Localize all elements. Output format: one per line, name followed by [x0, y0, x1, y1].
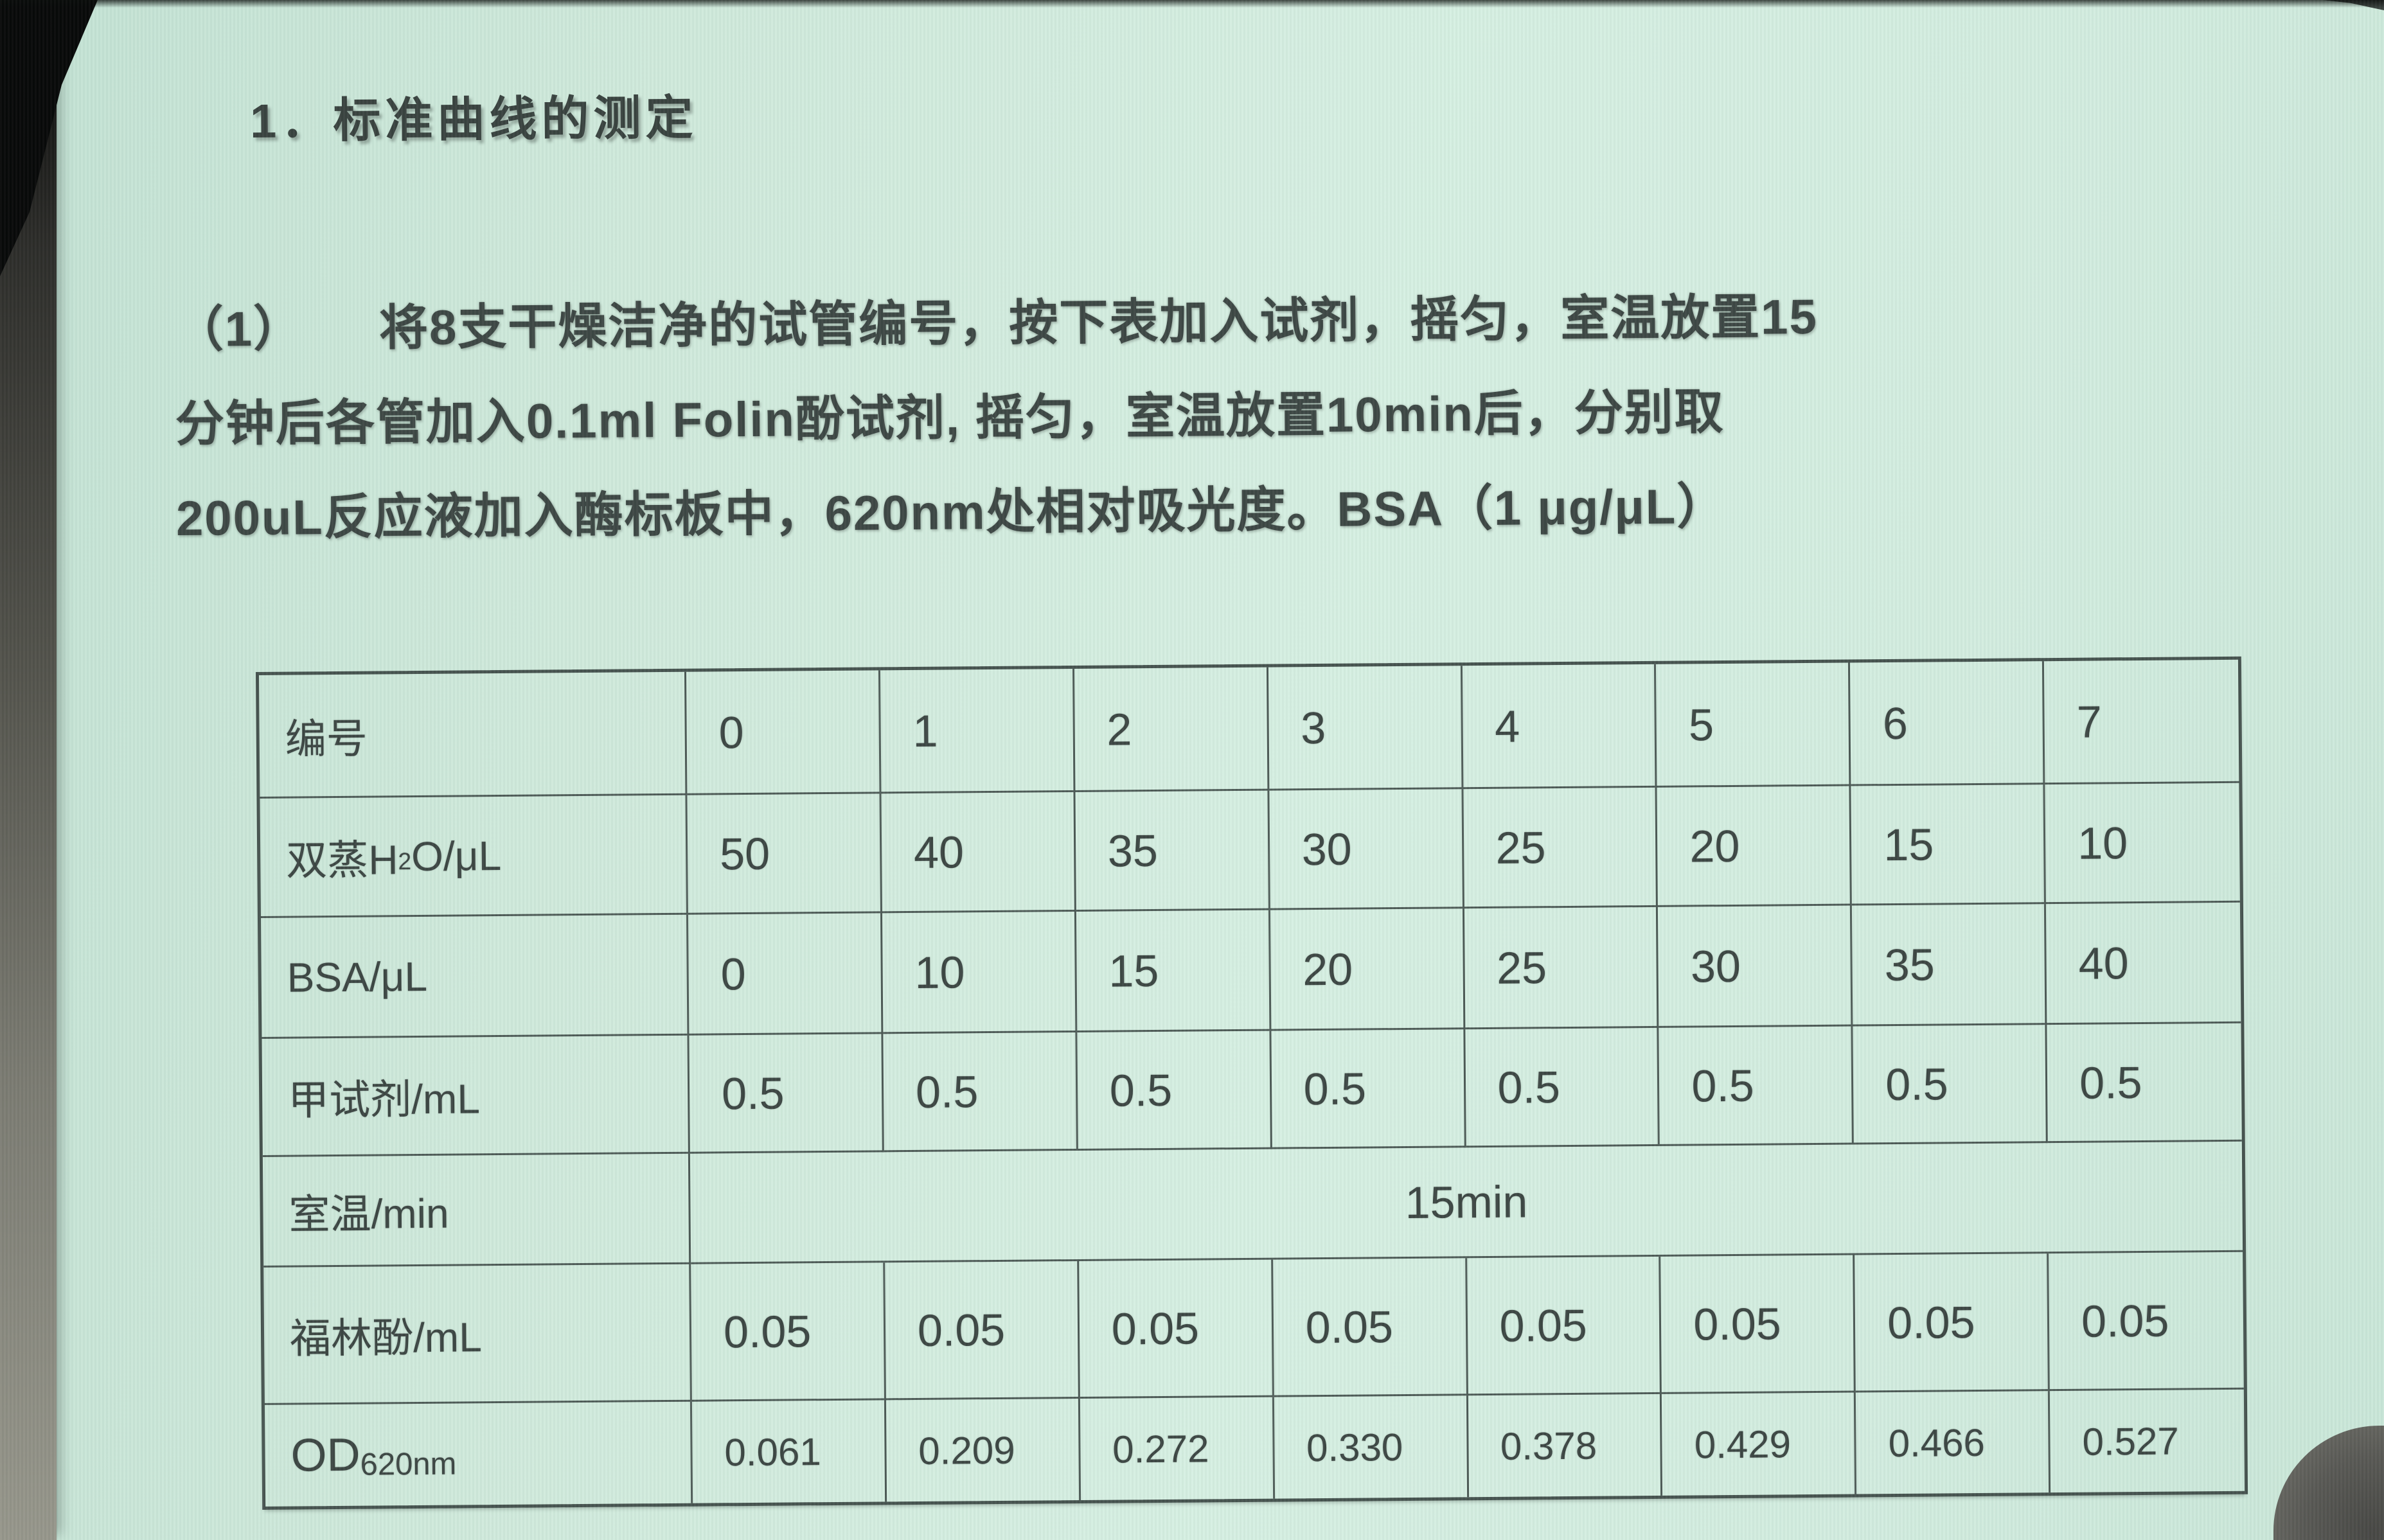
value-cell: 0.5 [1659, 1026, 1855, 1146]
row-label-od620: OD 620nm [264, 1401, 693, 1507]
value-cell: 0.378 [1468, 1394, 1663, 1498]
value-cell: 10 [882, 911, 1078, 1034]
value-cell: 40 [2046, 902, 2241, 1025]
paragraph-line-2: 分钟后各管加入0.1ml Folin酚试剂, 摇匀，室温放置10min后，分别取 [175, 385, 1725, 452]
paragraph-line-3: 200uL反应液加入酶标板中，620nm处相对吸光度。BSA（1 μg/μL） [175, 479, 1727, 546]
value-cell: 30 [1658, 905, 1853, 1028]
value-cell: 0.429 [1662, 1392, 1857, 1496]
header-value-cell: 6 [1850, 661, 2045, 786]
value-cell: 0.5 [1077, 1031, 1272, 1151]
value-cell: 20 [1270, 908, 1465, 1031]
value-cell: 0.05 [1272, 1258, 1468, 1397]
value-cell: 50 [687, 793, 882, 915]
row-label-text: O/μL [411, 832, 502, 880]
merged-value-cell: 15min [689, 1141, 2243, 1264]
row-label-room-temp: 室温/min [262, 1153, 691, 1268]
value-cell: 0.209 [885, 1398, 1081, 1502]
value-cell: 0.527 [2082, 1419, 2179, 1464]
row-label-reagent-a: 甲试剂/mL [262, 1035, 690, 1157]
value-cell: 0.061 [691, 1400, 887, 1503]
row-label-folin: 福林酚/mL [263, 1264, 692, 1405]
row-label-water: 双蒸H 2 O/μL [260, 795, 688, 918]
procedure-paragraph: （1） 将8支干燥洁净的试管编号，按下表加入试剂，摇匀，室温放置15 分钟后各管… [174, 266, 2316, 566]
header-value-cell: 7 [2044, 659, 2239, 785]
value-cell: 0.05 [691, 1262, 886, 1402]
value-cell: 30 [1269, 789, 1464, 910]
value-cell: 40 [881, 792, 1076, 914]
reagent-table: 编号 0 1 2 3 4 5 6 7 双蒸H 2 O/μL 50 40 35 30 … [255, 656, 2248, 1510]
value-cell: 0.466 [1856, 1391, 2051, 1494]
value-cell: 0.05 [1855, 1253, 2050, 1393]
value-cell: 15 [1851, 784, 2047, 906]
row-label-bsa: BSA/μL [260, 914, 689, 1039]
slide-title: 1．标准曲线的测定 [249, 91, 698, 148]
header-value-cell: 1 [880, 668, 1076, 794]
value-cell: 0.05 [1660, 1255, 1856, 1394]
value-cell: 25 [1463, 787, 1659, 909]
header-value-cell: 3 [1268, 666, 1463, 791]
value-cell: 0.5 [2047, 1023, 2242, 1144]
value-cell: 35 [1075, 790, 1270, 912]
value-cell: 0.272 [1080, 1397, 1275, 1500]
value-cell: 35 [1852, 904, 2047, 1027]
value-cell: 25 [1464, 907, 1659, 1030]
row-label-text: OD [290, 1429, 360, 1482]
row-label-text: 双蒸H [285, 836, 398, 884]
value-cell: 15 [1076, 910, 1272, 1032]
value-cell: 10 [2045, 783, 2240, 905]
paragraph-line-1: （1） 将8支干燥洁净的试管编号，按下表加入试剂，摇匀，室温放置15 [174, 289, 1819, 357]
value-cell: 0.05 [2049, 1252, 2244, 1392]
value-cell: 20 [1657, 786, 1853, 907]
header-label-cell: 编号 [259, 671, 688, 799]
header-value-cell: 2 [1074, 667, 1270, 792]
photo-left-edge-shadow [0, 0, 57, 1540]
value-cell: 0.05 [1078, 1259, 1274, 1399]
value-cell: 0.5 [1464, 1027, 1660, 1148]
photo-top-edge-shadow [0, 0, 2384, 8]
value-cell: 0.330 [1274, 1395, 1469, 1499]
value-cell: 0.5 [1271, 1029, 1466, 1149]
value-cell: 0.05 [885, 1261, 1080, 1401]
header-value-cell: 4 [1462, 664, 1657, 790]
value-cell: 0 [688, 913, 884, 1036]
value-cell: 0.05 [1466, 1256, 1662, 1396]
header-value-cell: 5 [1656, 662, 1851, 788]
row-label-subscript: 2 [398, 847, 412, 875]
row-label-subscript: 620nm [360, 1446, 457, 1482]
value-cell: 0.5 [883, 1032, 1078, 1153]
value-cell: 0.5 [1853, 1025, 2048, 1145]
header-value-cell: 0 [686, 670, 882, 795]
value-cell: 0.5 [689, 1034, 884, 1154]
